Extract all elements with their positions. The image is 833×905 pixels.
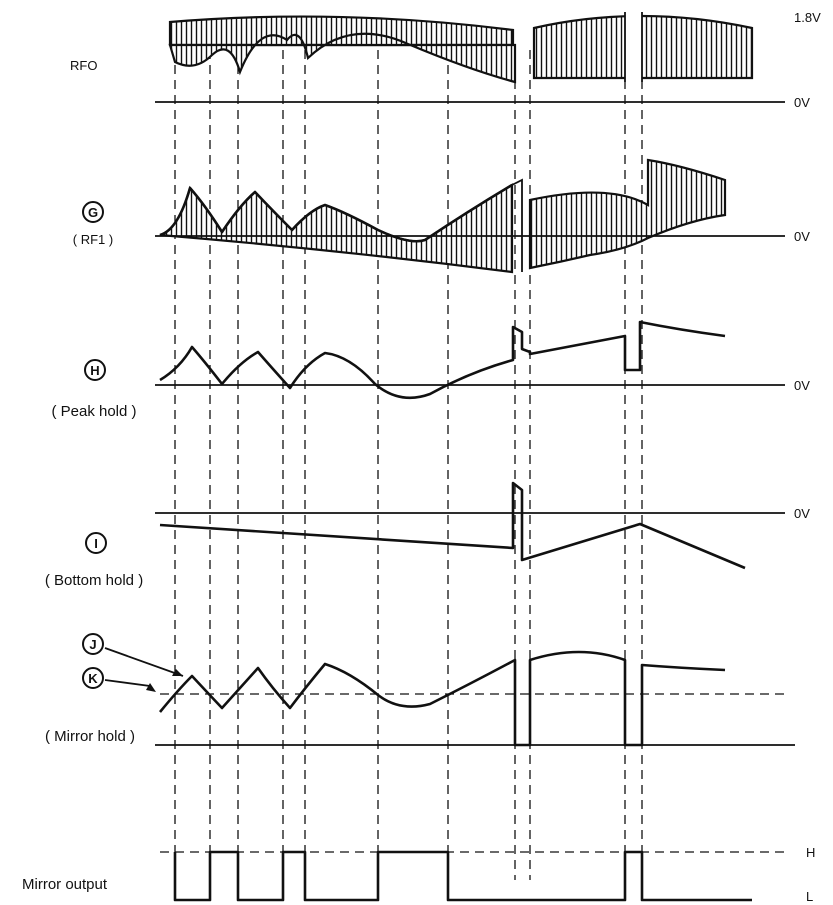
level-0v-i: 0V [794,506,810,521]
k-circle-label: K [88,671,98,686]
level-l: L [806,889,813,904]
timing-guides [174,50,643,880]
j-marker: J [82,633,104,655]
h-peak-hold-waveform [155,320,785,400]
level-0v-g: 0V [794,229,810,244]
k-marker: K [82,667,104,689]
mirror-output-label: Mirror output [22,876,108,893]
h-circle-label: H [90,363,99,378]
rfo-waveform [155,10,785,103]
i-sub-label: ( Bottom hold ) [45,572,143,589]
g-marker: G [82,201,104,223]
j-circle-label: J [89,637,96,652]
rfo-label: RFO [70,58,97,73]
mirror-hold-label: ( Mirror hold ) [45,728,135,745]
i-bottom-hold-waveform [155,481,785,570]
g-rf1-waveform [155,158,785,274]
h-sub-label: ( Peak hold ) [51,403,136,420]
mirror-hold-waveform [104,647,795,747]
g-circle-label: G [88,205,98,220]
level-0v-rfo: 0V [794,95,810,110]
i-circle-label: I [94,536,98,551]
h-marker: H [84,359,106,381]
i-marker: I [85,532,107,554]
level-0v-h: 0V [794,378,810,393]
level-1-8v: 1.8V [794,10,821,25]
mirror-output-waveform [160,850,790,902]
level-h: H [806,845,815,860]
g-sub-label: ( RF1 ) [73,232,113,247]
